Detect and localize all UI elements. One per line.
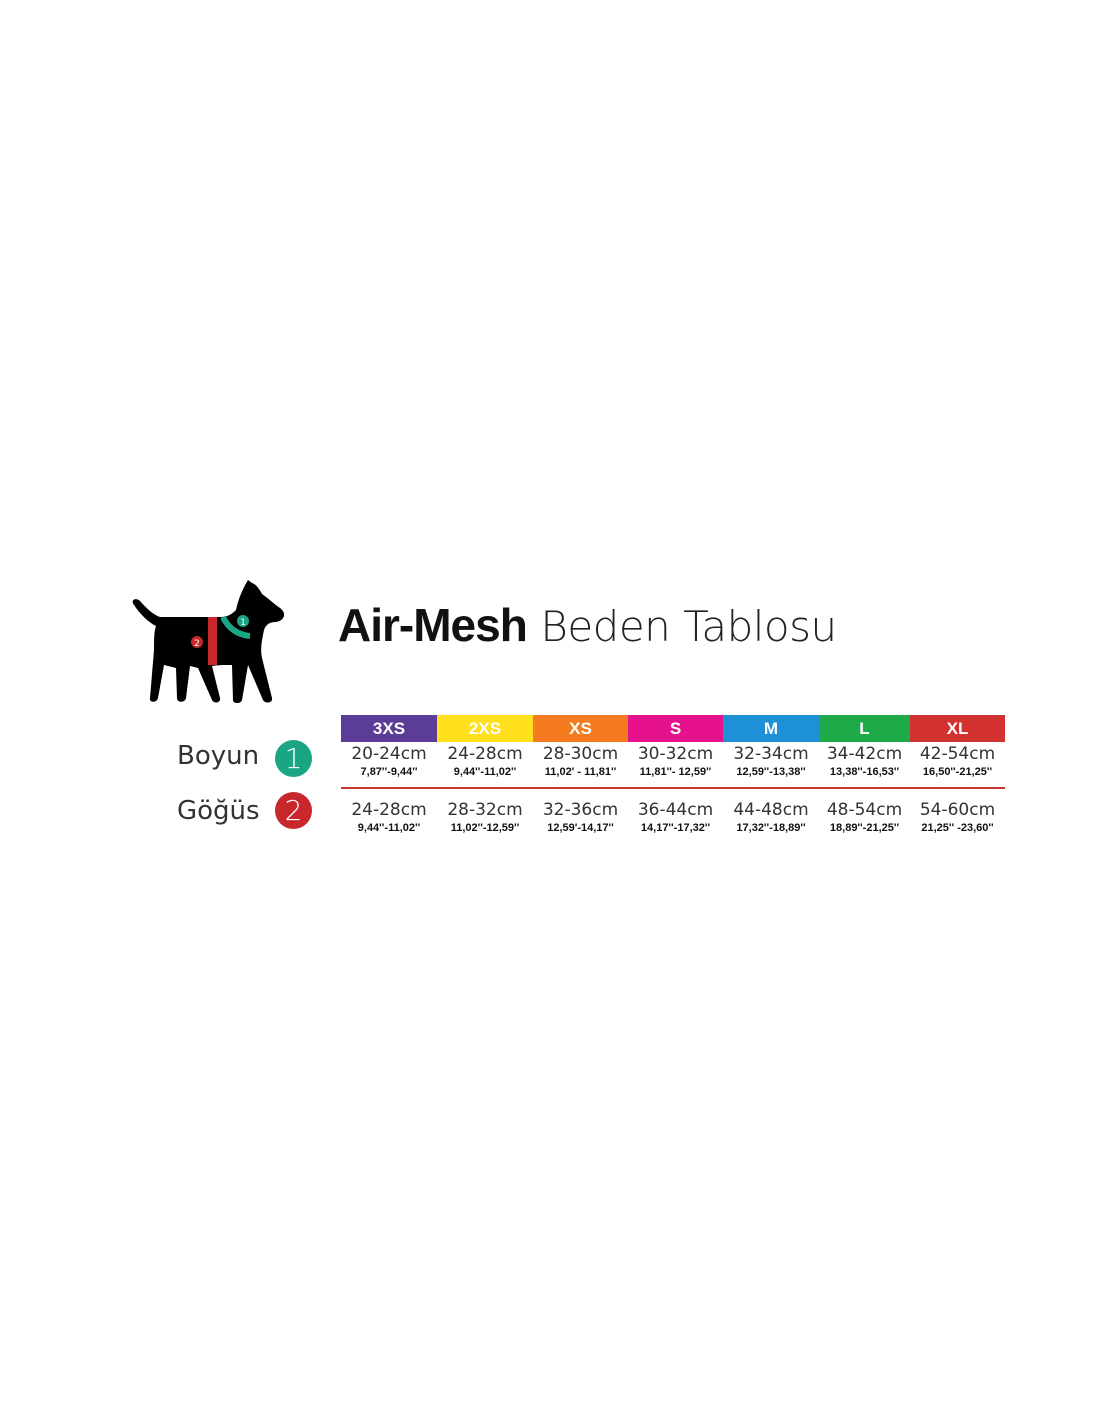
neck-inch-s: 11,81''- 12,59'' <box>639 766 712 778</box>
chest-inch-l: 18,89''-21,25'' <box>829 822 900 834</box>
chest-strap <box>208 617 217 665</box>
row-label-chest: Göğüs <box>177 796 260 826</box>
chest-inch-xs: 12,59'-14,17'' <box>547 822 614 834</box>
size-header-xl: XL <box>910 715 1005 742</box>
size-header-3xs: 3XS <box>341 715 437 742</box>
neck-inch-xl: 16,50''-21,25'' <box>922 766 993 778</box>
neck-inch-2xs: 9,44''-11,02'' <box>453 766 517 778</box>
neck-marker <box>237 615 249 627</box>
neck-strap <box>220 615 251 639</box>
size-header-m: M <box>723 715 819 742</box>
title-light: Beden Tablosu <box>540 602 837 651</box>
chest-cm-s: 36-44cm <box>637 800 714 820</box>
neck-inch-xs: 11,02' - 11,81'' <box>544 766 617 778</box>
size-header-l: L <box>819 715 910 742</box>
neck-badge: 1 <box>275 740 312 777</box>
chest-marker <box>191 636 203 648</box>
size-header-s: S <box>628 715 723 742</box>
row-label-neck: Boyun <box>177 741 260 771</box>
size-header-row: 3XS 2XS XS S M L XL <box>341 715 1005 742</box>
chest-cm-m: 44-48cm <box>733 800 809 820</box>
neck-cm-s: 30-32cm <box>637 744 714 764</box>
chest-inch-m: 17,32''-18,89'' <box>736 822 806 834</box>
neck-cm-xs: 28-30cm <box>542 744 619 764</box>
neck-inch-m: 12,59''-13,38'' <box>736 766 806 778</box>
neck-cm-2xs: 24-28cm <box>447 744 523 764</box>
chest-cm-3xs: 24-28cm <box>351 800 427 820</box>
chest-inch-s: 14,17''-17,32'' <box>640 822 711 834</box>
chest-badge: 2 <box>275 792 312 829</box>
chest-inch-xl: 21,25'' -23,60'' <box>921 822 994 834</box>
chest-inch-2xs: 11,02''-12,59'' <box>450 822 520 834</box>
chest-marker-number: 2 <box>194 639 200 649</box>
neck-inch-3xs: 7,87''-9,44'' <box>360 766 418 778</box>
neck-cm-3xs: 20-24cm <box>351 744 427 764</box>
chest-cm-2xs: 28-32cm <box>447 800 523 820</box>
title-bold: Air-Mesh <box>338 599 528 651</box>
neck-cm-l: 34-42cm <box>826 744 903 764</box>
neck-cm-xl: 42-54cm <box>919 744 996 764</box>
size-header-xs: XS <box>533 715 628 742</box>
chest-inch-3xs: 9,44''-11,02'' <box>357 822 421 834</box>
chest-cm-l: 48-54cm <box>826 800 903 820</box>
neck-inch-l: 13,38''-16,53'' <box>829 766 900 778</box>
chest-cm-xs: 32-36cm <box>542 800 619 820</box>
page-title: Air-Mesh Beden Tablosu <box>338 598 837 652</box>
size-header-2xs: 2XS <box>437 715 533 742</box>
row-divider <box>341 787 1005 789</box>
dog-illustration: 1 2 <box>132 580 285 703</box>
chest-cm-xl: 54-60cm <box>919 800 996 820</box>
neck-cm-m: 32-34cm <box>733 744 809 764</box>
neck-marker-number: 1 <box>240 618 246 628</box>
